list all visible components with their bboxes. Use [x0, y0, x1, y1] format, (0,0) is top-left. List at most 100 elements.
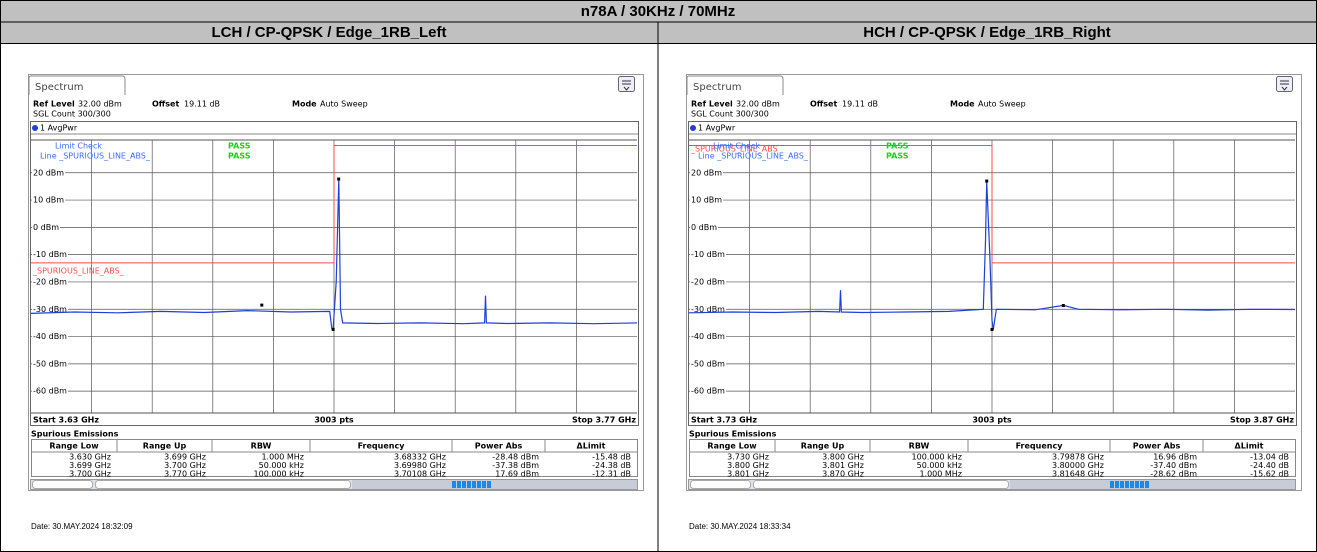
table-cell: 3.870 GHz	[822, 470, 864, 479]
ref-label: Ref Level	[33, 100, 75, 109]
progress-seg	[467, 481, 471, 488]
table-title: Spurious Emissions	[689, 430, 777, 439]
marker	[337, 177, 341, 181]
limit-check-label: Limit Check	[55, 142, 102, 151]
progress-seg	[457, 481, 461, 488]
progress-seg	[462, 481, 466, 488]
progress-seg	[1115, 481, 1119, 488]
y-tick-label-bg	[32, 168, 66, 177]
table-cell: 3.770 GHz	[164, 470, 206, 479]
ref-label: Ref Level	[691, 100, 733, 109]
y-tick-label: -30 dBm	[33, 305, 67, 314]
y-tick-label-bg	[32, 250, 68, 259]
table-cell: -24.38 dB	[592, 461, 631, 470]
limit-name: _SPURIOUS_LINE_ABS	[690, 145, 778, 154]
table-header: RBW	[251, 442, 272, 451]
table-cell: 100.000 kHz	[912, 453, 962, 462]
table-cell: 1.000 MHz	[261, 453, 304, 462]
y-tick-label-bg	[32, 332, 68, 341]
table-cell: 3.700 GHz	[69, 470, 111, 479]
y-tick-label: -10 dBm	[33, 250, 67, 259]
table-cell: -37.38 dBm	[492, 461, 539, 470]
progress-seg	[452, 481, 456, 488]
panel-heading: HCH / CP-QPSK / Edge_1RB_Right	[863, 24, 1111, 41]
y-tick-label: -20 dBm	[691, 277, 725, 286]
table-cell: 100.000 kHz	[254, 470, 304, 479]
table-cell: 17.69 dBm	[495, 470, 539, 479]
table-cell: -28.48 dBm	[492, 453, 539, 462]
progress-seg	[472, 481, 476, 488]
limit-check-result: PASS	[886, 152, 909, 161]
trace	[30, 178, 638, 331]
table-box	[31, 439, 638, 477]
trace-dot	[690, 125, 696, 131]
table-header: ΔLimit	[577, 442, 606, 451]
limit-check-result: PASS	[228, 142, 251, 151]
y-tick-label-bg	[690, 196, 724, 205]
status-dark	[1010, 480, 1295, 489]
start-label: Start 3.73 GHz	[691, 416, 757, 425]
progress-seg	[1125, 481, 1129, 488]
progress-seg	[487, 481, 491, 488]
table-cell: 3.801 GHz	[727, 470, 769, 479]
y-tick-label: -50 dBm	[33, 359, 67, 368]
y-tick-label-bg	[690, 277, 726, 286]
points-label: 3003 pts	[972, 416, 1012, 425]
page-title: n78A / 30KHz / 70MHz	[581, 3, 736, 20]
y-tick-label-bg	[690, 305, 726, 314]
progress-seg	[477, 481, 481, 488]
table-cell: 3.800 GHz	[727, 461, 769, 470]
table-cell: -13.04 dB	[1250, 453, 1289, 462]
table-cell: 3.700 GHz	[164, 461, 206, 470]
table-cell: 3.80000 GHz	[1052, 461, 1104, 470]
limit-line	[31, 145, 637, 264]
progress-seg	[1140, 481, 1144, 488]
table-cell: -15.48 dB	[592, 453, 631, 462]
table-box	[689, 439, 1296, 477]
table-cell: -28.62 dBm	[1150, 470, 1197, 479]
y-tick-label: 0 dBm	[691, 223, 717, 232]
table-header: Power Abs	[1133, 442, 1181, 451]
mode-value: Auto Sweep	[320, 100, 368, 109]
y-tick-label: 20 dBm	[33, 168, 64, 177]
marker	[1061, 303, 1065, 307]
offset-value: 19.11 dB	[184, 100, 220, 109]
y-tick-label: -40 dBm	[33, 332, 67, 341]
mode-label: Mode	[292, 100, 317, 109]
progress-seg	[1110, 481, 1114, 488]
y-tick-label: -60 dBm	[33, 387, 67, 396]
y-tick-label-bg	[690, 223, 718, 232]
date: Date: 30.MAY.2024 18:33:34	[689, 522, 791, 531]
tab-label: Spectrum	[693, 82, 741, 93]
y-tick-label-bg	[32, 196, 66, 205]
table-header: Range Up	[801, 442, 845, 451]
y-tick-label: 10 dBm	[33, 196, 64, 205]
mode-label: Mode	[950, 100, 975, 109]
y-tick-label-bg	[32, 359, 68, 368]
table-header: ΔLimit	[1235, 442, 1264, 451]
y-tick-label: -10 dBm	[691, 250, 725, 259]
table-cell: 3.81648 GHz	[1052, 470, 1104, 479]
mode-value: Auto Sweep	[978, 100, 1026, 109]
limit-line	[689, 145, 1295, 264]
menu-icon-glyph	[1280, 80, 1289, 91]
offset-label: Offset	[152, 100, 179, 109]
sgl-count: SGL Count 300/300	[691, 110, 769, 119]
progress-seg	[1130, 481, 1134, 488]
y-tick-label-bg	[32, 387, 68, 396]
date: Date: 30.MAY.2024 18:32:09	[31, 522, 133, 531]
limit-check-result: PASS	[886, 142, 909, 151]
y-tick-label: -30 dBm	[691, 305, 725, 314]
marker	[990, 327, 994, 331]
y-tick-label: -20 dBm	[33, 277, 67, 286]
trace-name: 1 AvgPwr	[40, 124, 78, 133]
table-cell: 3.800 GHz	[822, 453, 864, 462]
status-dark	[352, 480, 637, 489]
table-cell: 3.801 GHz	[822, 461, 864, 470]
table-title: Spurious Emissions	[31, 430, 119, 439]
y-tick-label: 10 dBm	[691, 196, 722, 205]
trace-name: 1 AvgPwr	[698, 124, 736, 133]
table-header: Range Low	[707, 442, 757, 451]
tab	[28, 75, 126, 95]
limit-check-label: Limit Check	[713, 142, 760, 151]
